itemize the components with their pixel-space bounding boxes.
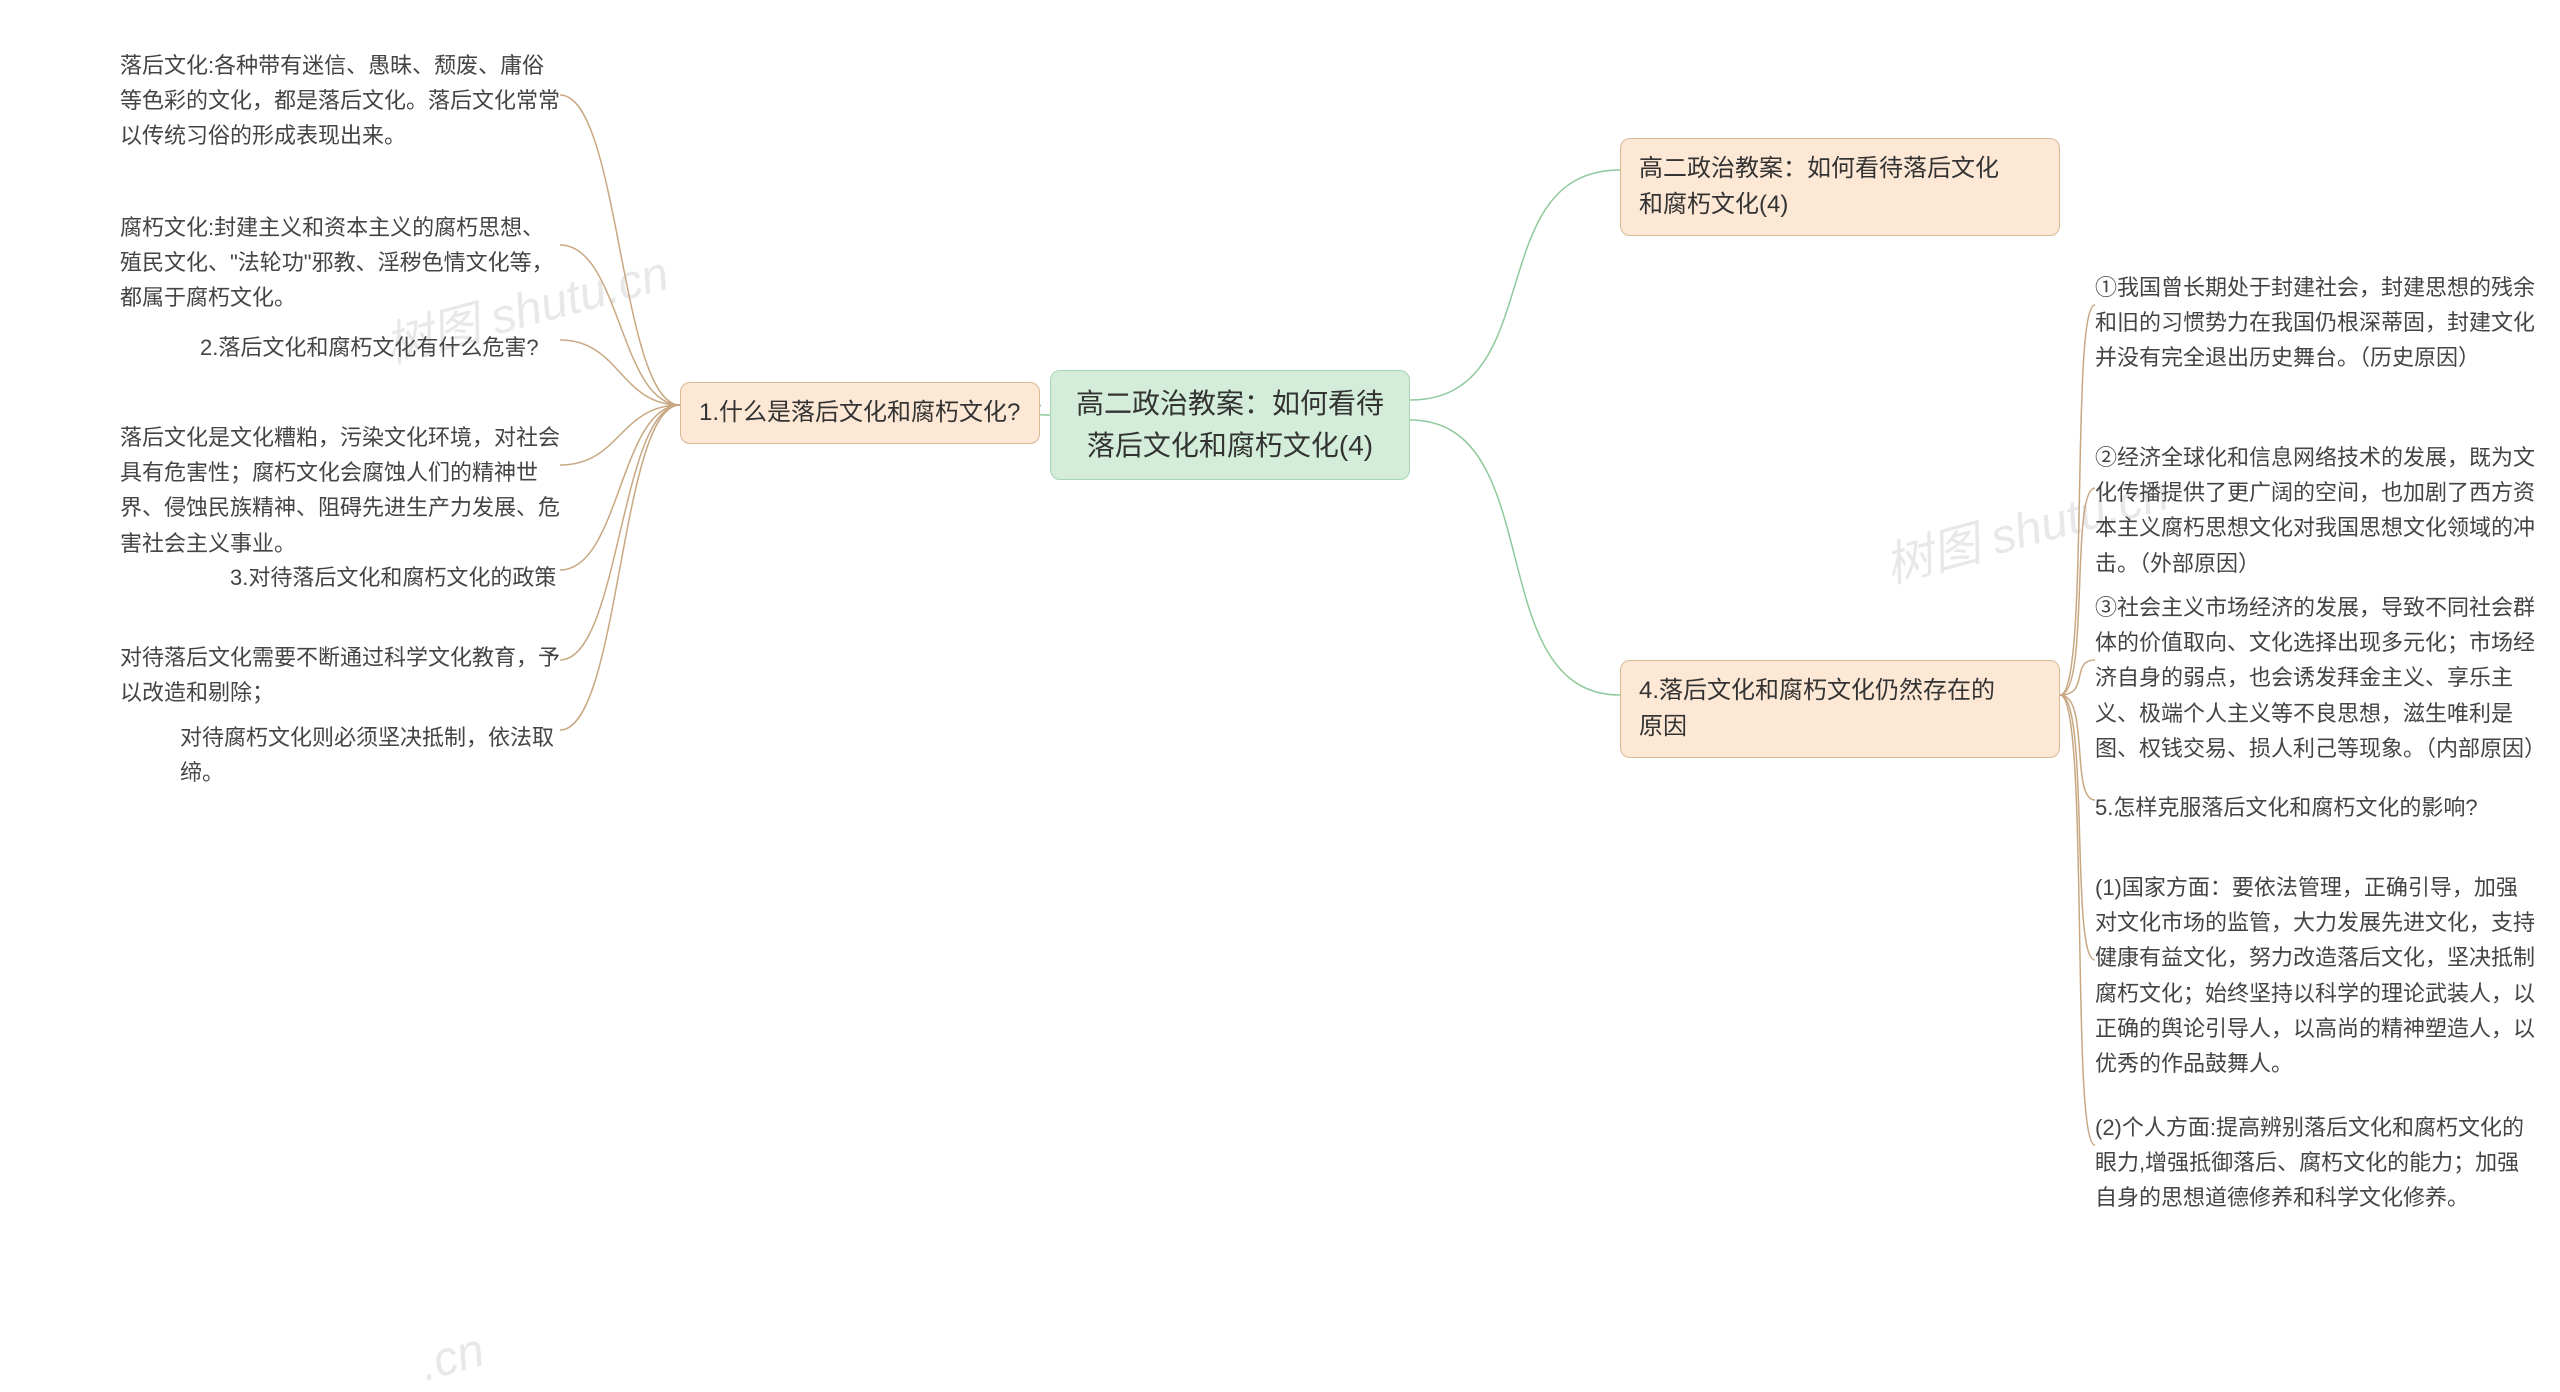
root-line1: 高二政治教案：如何看待 [1069,383,1391,425]
left-leaf-5: 对待落后文化需要不断通过科学文化教育，予以改造和剔除； [120,640,560,710]
left-branch-label: 1.什么是落后文化和腐朽文化? [699,399,1020,426]
right-top-branch[interactable]: 高二政治教案：如何看待落后文化 和腐朽文化(4) [1620,138,2060,236]
right-leaf-4: (1)国家方面：要依法管理，正确引导，加强对文化市场的监管，大力发展先进文化，支… [2095,870,2535,1081]
left-leaf-0: 落后文化:各种带有迷信、愚昧、颓废、庸俗等色彩的文化，都是落后文化。落后文化常常… [120,48,560,154]
right-bottom-line2: 原因 [1639,709,2041,745]
right-bottom-branch[interactable]: 4.落后文化和腐朽文化仍然存在的 原因 [1620,660,2060,758]
root-line2: 落后文化和腐朽文化(4) [1069,425,1391,467]
left-leaf-2: 2.落后文化和腐朽文化有什么危害? [200,330,560,365]
right-top-line1: 高二政治教案：如何看待落后文化 [1639,151,2041,187]
right-leaf-1: ②经济全球化和信息网络技术的发展，既为文化传播提供了更广阔的空间，也加剧了西方资… [2095,440,2535,581]
watermark: .cn [414,1323,490,1392]
right-leaf-2: ③社会主义市场经济的发展，导致不同社会群体的价值取向、文化选择出现多元化；市场经… [2095,590,2535,766]
root-node[interactable]: 高二政治教案：如何看待 落后文化和腐朽文化(4) [1050,370,1410,480]
right-leaf-0: ①我国曾长期处于封建社会，封建思想的残余和旧的习惯势力在我国仍根深蒂固，封建文化… [2095,270,2535,376]
left-leaf-6: 对待腐朽文化则必须坚决抵制，依法取缔。 [180,720,560,790]
left-leaf-4: 3.对待落后文化和腐朽文化的政策 [230,560,560,595]
left-leaf-3: 落后文化是文化糟粕，污染文化环境，对社会具有危害性；腐朽文化会腐蚀人们的精神世界… [120,420,560,561]
left-leaf-1: 腐朽文化:封建主义和资本主义的腐朽思想、殖民文化、"法轮功"邪教、淫秽色情文化等… [120,210,560,316]
right-leaf-3: 5.怎样克服落后文化和腐朽文化的影响? [2095,790,2535,825]
right-leaf-5: (2)个人方面:提高辨别落后文化和腐朽文化的眼力,增强抵御落后、腐朽文化的能力；… [2095,1110,2535,1216]
left-branch[interactable]: 1.什么是落后文化和腐朽文化? [680,382,1040,444]
right-bottom-line1: 4.落后文化和腐朽文化仍然存在的 [1639,673,2041,709]
right-top-line2: 和腐朽文化(4) [1639,187,2041,223]
